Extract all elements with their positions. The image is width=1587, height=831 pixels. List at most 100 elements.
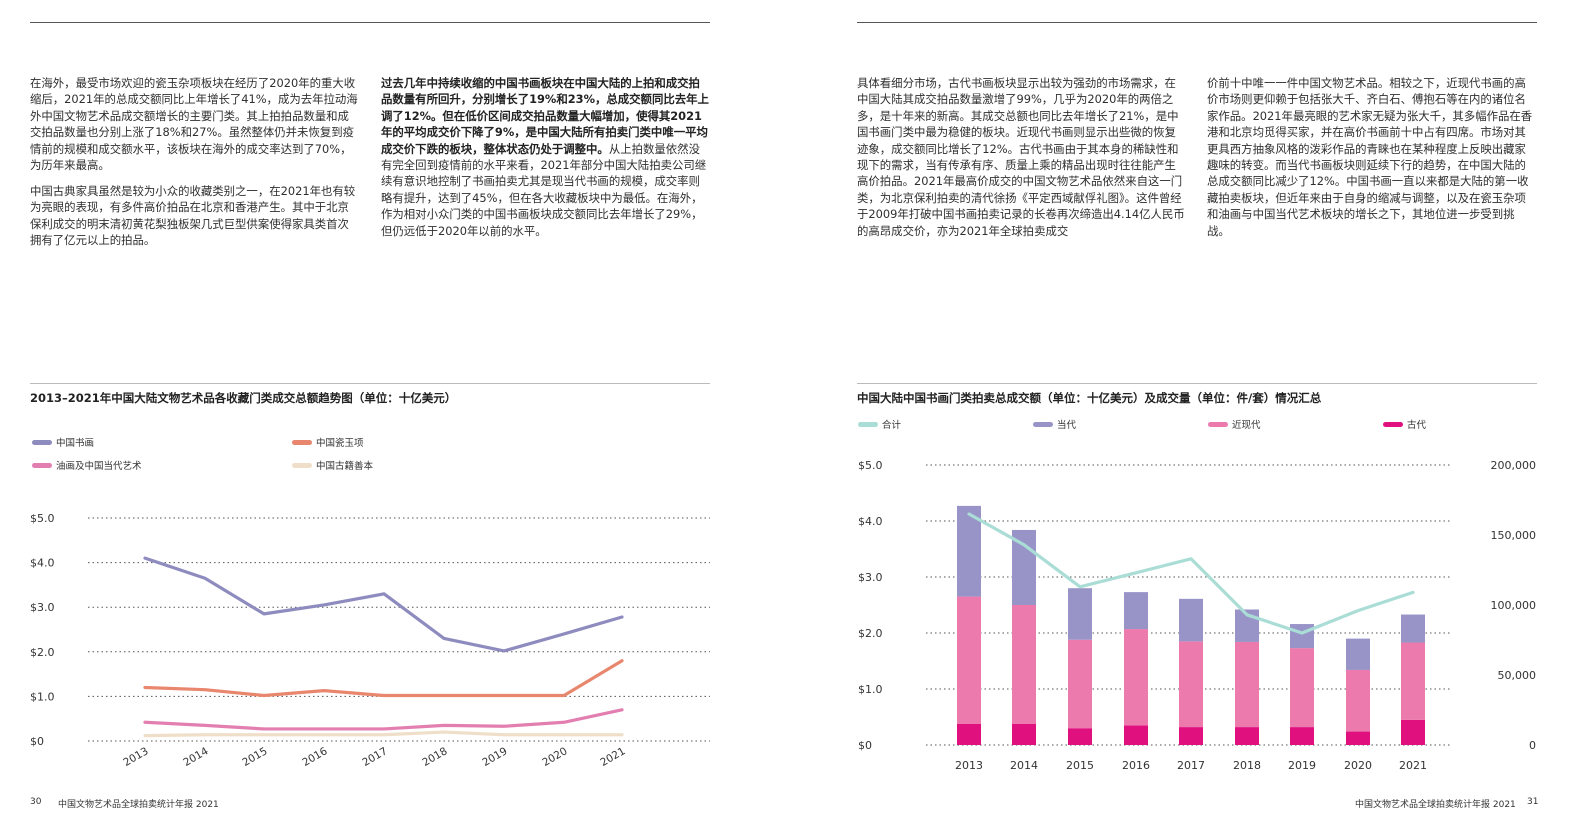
bar-segment — [957, 505, 981, 597]
bar-segment — [1068, 728, 1092, 745]
bar-segment — [1124, 629, 1148, 726]
legend-label: 古代 — [1407, 420, 1427, 431]
chart1-title: 2013–2021年中国大陆文物艺术品各收藏门类成交总额趋势图（单位：十亿美元） — [30, 391, 457, 405]
chart2-title: 中国大陆中国书画门类拍卖总成交额（单位：十亿美元）及成交量（单位：件/套）情况汇… — [857, 391, 1322, 405]
footer-right-page-number: 31 — [1527, 797, 1539, 807]
top-rule-left — [30, 22, 710, 23]
y-left-tick-label: $5.0 — [858, 459, 883, 472]
bar-segment — [1179, 727, 1203, 745]
series-line — [143, 659, 624, 698]
y-tick-label: $5.0 — [30, 512, 55, 525]
bar-segment — [1124, 592, 1148, 630]
series-line — [143, 708, 624, 731]
left-col1-paragraph-1: 在海外，最受市场欢迎的瓷玉杂项板块在经历了2020年的重大收缩后，2021年的总… — [30, 76, 358, 173]
bar-segment — [1235, 641, 1259, 728]
x-tick-label: 2019 — [1288, 759, 1316, 772]
bar-segment — [1179, 598, 1203, 642]
left-col2-rest: 从上拍数量依然没有完全回到疫情前的水平来看，2021年部分中国大陆拍卖公司继续有… — [381, 141, 707, 238]
x-tick-label: 2016 — [300, 745, 329, 769]
legend-swatch — [1208, 421, 1228, 427]
y-right-tick-label: 100,000 — [1491, 599, 1537, 612]
chart1-top-rule — [30, 383, 710, 384]
chart1-legend-item: 中国书画 — [32, 435, 94, 449]
y-right-tick-label: 200,000 — [1491, 459, 1537, 472]
y-tick-label: $0 — [30, 735, 44, 748]
chart2-legend-item: 当代 — [1033, 417, 1076, 431]
bar-segment — [957, 723, 981, 745]
chart2-top-rule — [857, 383, 1537, 384]
x-tick-label: 2016 — [1122, 759, 1150, 772]
right-col3-paragraph: 具体看细分市场，古代书画板块显示出较为强劲的市场需求，在中国大陆其成交拍品数量激… — [857, 76, 1185, 238]
x-tick-label: 2013 — [955, 759, 983, 772]
y-tick-label: $3.0 — [30, 601, 55, 614]
y-tick-label: $2.0 — [30, 646, 55, 659]
x-tick-label: 2017 — [1177, 759, 1205, 772]
bar-segment — [1346, 669, 1370, 732]
x-tick-label: 2020 — [540, 745, 569, 769]
legend-swatch — [32, 439, 52, 445]
x-tick-label: 2015 — [240, 745, 269, 769]
legend-swatch — [32, 462, 52, 468]
bar-segment — [1012, 605, 1036, 724]
footer-left-title: 中国文物艺术品全球拍卖统计年报 2021 — [58, 800, 219, 810]
legend-label: 合计 — [882, 420, 902, 431]
chart1-legend-item: 中国瓷玉项 — [292, 435, 364, 449]
bar-segment — [1068, 639, 1092, 729]
legend-swatch — [1383, 421, 1403, 427]
y-left-tick-label: $1.0 — [858, 683, 883, 696]
left-col1-paragraph-2: 中国古典家具虽然是较为小众的收藏类别之一，在2021年也有较为亮眼的表现，有多件… — [30, 184, 356, 248]
chart1-legend-item: 中国古籍善本 — [292, 458, 373, 472]
x-tick-label: 2017 — [360, 745, 389, 769]
footer-right-title: 中国文物艺术品全球拍卖统计年报 2021 — [1355, 800, 1516, 810]
y-left-tick-label: $4.0 — [858, 515, 883, 528]
chart2-bar-line-chart: $0 $1.0 $2.0 $3.0 $4.0 $5.0 0 50,000 100,000 150,… — [858, 459, 1537, 772]
legend-swatch — [858, 421, 878, 427]
legend-label: 油画及中国当代艺术 — [56, 461, 142, 472]
chart2-legend-item: 合计 — [858, 417, 901, 431]
bar-segment — [1012, 723, 1036, 745]
x-tick-label: 2021 — [598, 745, 627, 769]
x-tick-label: 2019 — [480, 745, 509, 769]
x-tick-label: 2015 — [1066, 759, 1094, 772]
x-tick-label: 2013 — [121, 745, 150, 769]
y-right-tick-label: 150,000 — [1491, 529, 1537, 542]
chart2-legend-item: 近现代 — [1208, 417, 1261, 431]
series-line — [143, 556, 624, 653]
bar-segment — [1179, 641, 1203, 728]
footer-left-page-number: 30 — [30, 797, 42, 807]
bar-segment — [1290, 624, 1314, 649]
legend-label: 当代 — [1057, 420, 1077, 431]
y-left-tick-label: $3.0 — [858, 571, 883, 584]
bar-segment — [1124, 725, 1148, 745]
x-tick-label: 2021 — [1399, 759, 1427, 772]
x-tick-label: 2018 — [1233, 759, 1261, 772]
legend-label: 中国书画 — [56, 438, 95, 449]
y-tick-label: $1.0 — [30, 690, 55, 703]
legend-swatch — [292, 462, 312, 468]
chart2-legend-item: 古代 — [1383, 417, 1426, 431]
y-right-tick-label: 0 — [1529, 739, 1536, 752]
bar-segment — [1235, 727, 1259, 745]
top-rule-right — [857, 22, 1537, 23]
legend-label: 中国古籍善本 — [316, 461, 374, 472]
bar-segment — [957, 596, 981, 724]
chart1-legend-item: 油画及中国当代艺术 — [32, 458, 142, 472]
y-left-tick-label: $0 — [858, 739, 872, 752]
legend-swatch — [1033, 421, 1053, 427]
x-tick-label: 2014 — [1010, 759, 1038, 772]
y-tick-label: $4.0 — [30, 557, 55, 570]
bar-segment — [1346, 638, 1370, 670]
bar-segment — [1290, 648, 1314, 728]
right-col4-paragraph: 价前十中唯一一件中国文物艺术品。相较之下，近现代书画的高价市场则更仰赖于包括张大… — [1207, 76, 1533, 238]
bar-segment — [1401, 614, 1425, 643]
y-left-tick-label: $2.0 — [858, 627, 883, 640]
legend-label: 中国瓷玉项 — [316, 438, 364, 449]
y-right-tick-label: 50,000 — [1498, 669, 1537, 682]
x-tick-label: 2018 — [420, 745, 449, 769]
left-col2-bold: 过去几年中持续收缩的中国书画板块在中国大陆的上拍和成交拍品数量有所回升，分别增长… — [381, 76, 709, 156]
bar-segment — [1401, 719, 1425, 745]
legend-swatch — [292, 439, 312, 445]
chart1-line-chart: $0 $1.0 $2.0 $3.0 $4.0 $5.0 2013 2014 2015 2016 20… — [30, 512, 710, 769]
bar-segment — [1346, 731, 1370, 745]
bar-segment — [1012, 529, 1036, 605]
